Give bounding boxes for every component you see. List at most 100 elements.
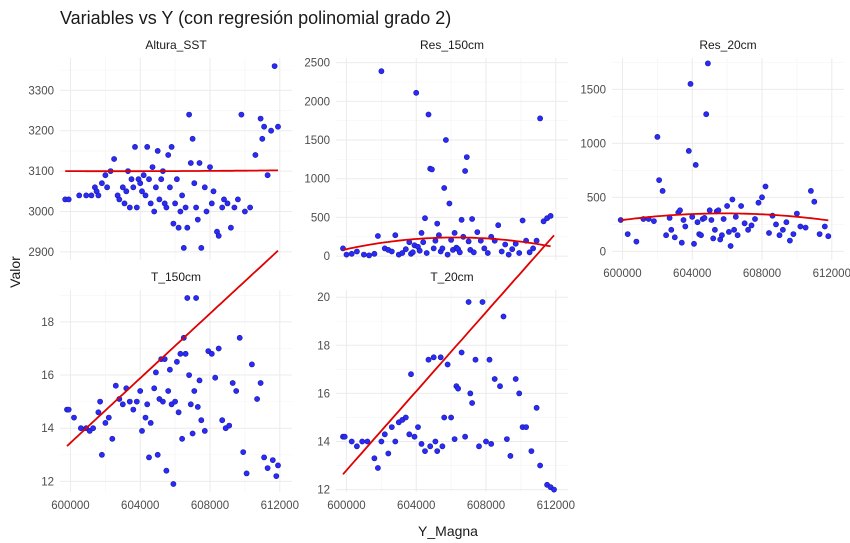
data-point (752, 216, 758, 222)
data-point (109, 435, 116, 442)
data-point (420, 239, 427, 246)
data-point (432, 237, 439, 244)
data-point (233, 388, 240, 394)
x-axis-title: Y_Magna (418, 523, 478, 539)
data-point (194, 216, 201, 223)
y-tick-label: 18 (41, 317, 54, 329)
data-point (116, 196, 123, 203)
data-point (144, 401, 151, 408)
data-point (140, 172, 147, 179)
data-point (413, 89, 420, 96)
data-point (469, 400, 475, 406)
data-point (165, 152, 172, 158)
data-point (463, 154, 470, 160)
data-point (528, 448, 535, 454)
data-point (656, 177, 662, 183)
data-point (509, 246, 516, 253)
data-points (62, 63, 281, 251)
data-point (441, 185, 448, 191)
data-point (710, 235, 717, 242)
data-point (105, 414, 112, 421)
data-point (794, 210, 800, 217)
data-point (142, 414, 149, 421)
data-point (694, 219, 701, 226)
data-point (530, 245, 536, 252)
polynomial-fit-line (65, 169, 278, 173)
data-point (186, 372, 192, 378)
data-point (472, 356, 479, 363)
polynomial-fit-line (620, 212, 829, 222)
data-point (825, 233, 832, 240)
data-point (512, 376, 519, 382)
data-point (526, 249, 533, 256)
data-point (133, 204, 140, 211)
data-point (507, 452, 514, 459)
data-point (221, 196, 227, 203)
data-point (236, 334, 243, 341)
data-point (423, 250, 430, 256)
data-point (359, 438, 366, 445)
data-point (119, 401, 126, 408)
data-point (703, 111, 710, 118)
data-point (119, 184, 126, 191)
data-point (418, 229, 425, 236)
polynomial-fit-line (66, 250, 279, 447)
data-point (441, 414, 448, 421)
data-point (678, 239, 685, 246)
data-point (210, 188, 217, 195)
data-point (371, 455, 378, 462)
data-point (88, 192, 95, 199)
data-point (95, 409, 102, 416)
data-point (360, 251, 367, 258)
data-point (194, 403, 201, 410)
data-point (451, 229, 458, 236)
data-point (234, 196, 241, 203)
data-point (252, 152, 259, 158)
x-tick-label: 612000 (813, 268, 850, 280)
data-point (264, 172, 271, 179)
data-point (446, 200, 453, 207)
data-point (671, 234, 678, 241)
data-point (226, 422, 233, 429)
data-point (99, 451, 105, 458)
data-point (462, 168, 468, 174)
data-point (146, 176, 152, 183)
data-point (668, 226, 675, 233)
data-point (537, 462, 543, 469)
y-tick-label: 1000 (304, 174, 330, 186)
data-point (759, 194, 765, 201)
data-point (484, 250, 491, 256)
data-point (706, 207, 713, 214)
data-point (481, 245, 488, 252)
chart-title: Variables vs Y (con regresión polinomial… (60, 8, 451, 28)
data-point (240, 449, 247, 455)
x-tick-label: 604000 (121, 500, 159, 512)
data-point (682, 223, 689, 230)
data-point (685, 147, 692, 154)
data-point (247, 204, 253, 211)
data-point (348, 438, 355, 445)
data-point (132, 143, 138, 150)
x-tick-label: 608000 (743, 268, 781, 280)
data-point (257, 380, 264, 386)
y-tick-label: 18 (317, 340, 330, 352)
data-point (422, 215, 428, 222)
panel-res-20cm: Res_20cm 0 500 1000 1500 600000 604000 608000 61… (580, 38, 850, 280)
data-point (180, 244, 187, 251)
data-point (353, 248, 360, 255)
data-point (128, 176, 135, 183)
facet-strip-label: Res_150cm (420, 38, 484, 52)
data-point (406, 431, 413, 438)
data-point (491, 376, 498, 382)
data-point (479, 299, 486, 305)
data-point (198, 417, 205, 424)
y-tick-label: 14 (41, 423, 54, 435)
data-point (173, 358, 180, 365)
facet-strip-label: T_150cm (151, 270, 201, 284)
data-point (469, 216, 475, 222)
data-point (196, 377, 203, 384)
y-tick-label: 12 (41, 476, 54, 488)
data-point (476, 443, 482, 450)
data-point (663, 232, 669, 239)
facet-strip-label: Altura_SST (145, 38, 207, 52)
